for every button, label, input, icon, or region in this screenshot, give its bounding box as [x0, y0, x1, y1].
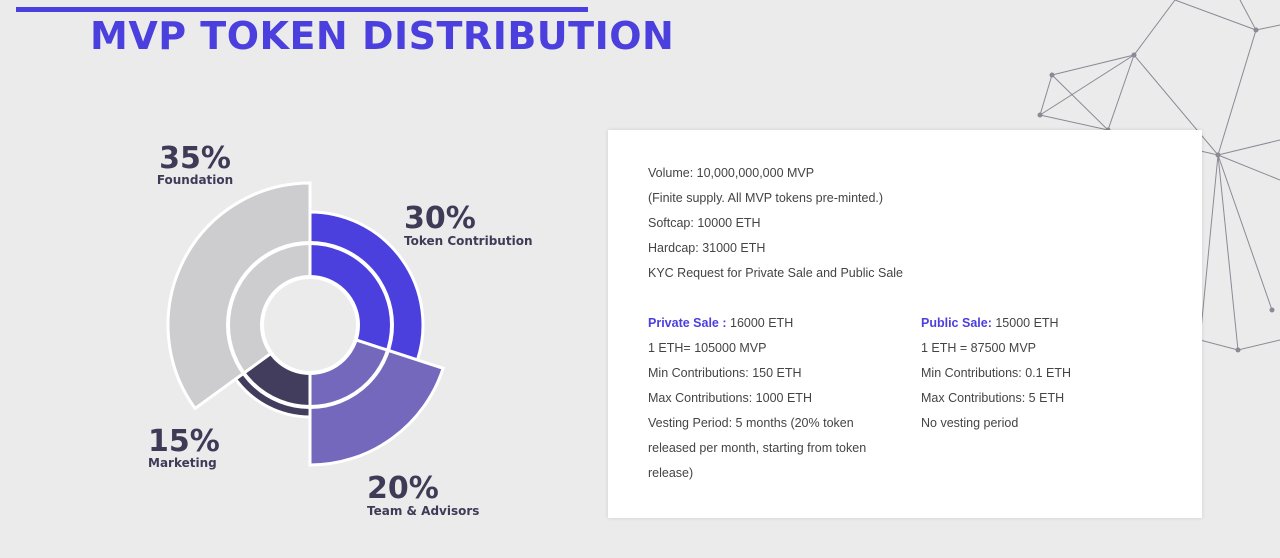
percent-label-foundation: 35% [159, 141, 231, 176]
private-sale-column: Private Sale : 16000 ETH 1 ETH= 105000 M… [648, 311, 888, 486]
private-sale-amount: 16000 ETH [726, 316, 794, 330]
slice-name-label-foundation: Foundation [157, 173, 233, 187]
network-graphic-decoration [1037, 0, 1280, 353]
private-sale-min: Min Contributions: 150 ETH [648, 366, 802, 380]
private-sale-rate: 1 ETH= 105000 MVP [648, 341, 767, 355]
hardcap-text: Hardcap: 31000 ETH [648, 241, 766, 255]
private-sale-heading: Private Sale : 16000 ETH [648, 311, 888, 336]
softcap-text: Softcap: 10000 ETH [648, 216, 761, 230]
title-accent-bar [16, 7, 588, 12]
center-hole [260, 275, 360, 375]
volume-text: Volume: 10,000,000,000 MVP [648, 166, 815, 180]
private-sale-vesting: Vesting Period: 5 months (20% token rele… [648, 416, 867, 480]
slice-name-label-token-contribution: Token Contribution [404, 234, 532, 248]
public-sale-amount: 15000 ETH [991, 316, 1059, 330]
percent-label-team-advisors: 20% [367, 471, 439, 506]
public-sale-vesting: No vesting period [921, 416, 1019, 430]
public-sale-max: Max Contributions: 5 ETH [921, 391, 1065, 405]
public-sale-heading: Public Sale: 15000 ETH [921, 311, 1161, 336]
public-sale-rate: 1 ETH = 87500 MVP [921, 341, 1036, 355]
slice-name-label-marketing: Marketing [148, 456, 217, 470]
public-sale-min: Min Contributions: 0.1 ETH [921, 366, 1072, 380]
private-sale-max: Max Contributions: 1000 ETH [648, 391, 812, 405]
private-sale-label: Private Sale : [648, 316, 727, 330]
slice-name-label-team-advisors: Team & Advisors [367, 504, 479, 518]
token-sale-info-card: Volume: 10,000,000,000 MVP (Finite suppl… [608, 130, 1202, 518]
public-sale-column: Public Sale: 15000 ETH 1 ETH = 87500 MVP… [921, 311, 1161, 436]
percent-label-token-contribution: 30% [404, 201, 476, 236]
sale-summary: Volume: 10,000,000,000 MVP (Finite suppl… [648, 161, 1168, 286]
supply-note-text: (Finite supply. All MVP tokens pre-minte… [648, 191, 884, 205]
percent-label-marketing: 15% [148, 424, 220, 459]
page-title: MVP TOKEN DISTRIBUTION [90, 14, 675, 58]
token-distribution-chart: 35%Foundation 30%Token Contribution 20%Tea… [148, 141, 532, 518]
public-sale-label: Public Sale: [921, 316, 992, 330]
kyc-text: KYC Request for Private Sale and Public … [648, 266, 903, 280]
middle-ring-outline [226, 241, 394, 409]
